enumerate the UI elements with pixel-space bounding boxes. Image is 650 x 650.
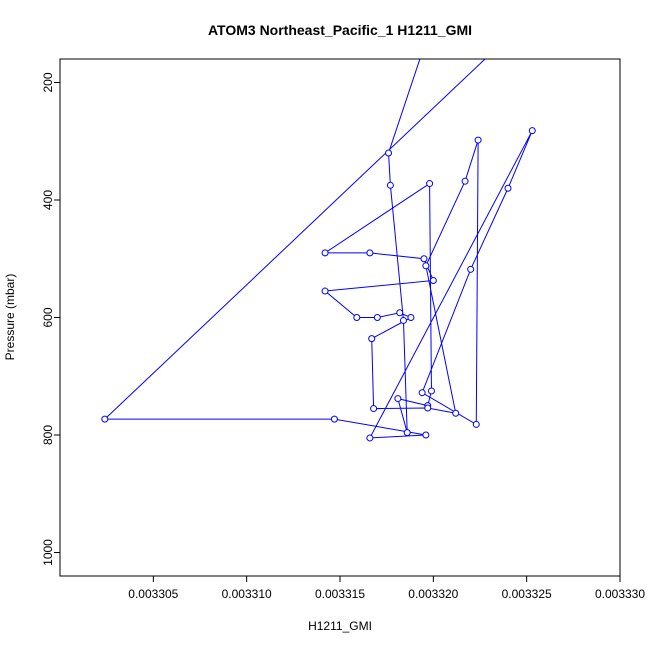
data-point <box>396 309 404 317</box>
data-point <box>399 316 407 324</box>
series-group <box>101 59 536 442</box>
x-tick-label: 0.003325 <box>502 587 552 601</box>
data-point <box>394 395 402 403</box>
y-tick-label: 1000 <box>41 539 55 566</box>
data-point <box>452 409 460 417</box>
data-point <box>424 404 432 412</box>
data-point <box>427 387 435 395</box>
data-point <box>461 177 469 185</box>
data-point <box>386 181 394 189</box>
data-point <box>407 314 415 321</box>
data-point <box>426 180 434 188</box>
data-point <box>422 262 430 270</box>
data-point <box>474 136 482 144</box>
y-axis-label: Pressure (mbar) <box>3 274 17 361</box>
data-point <box>418 389 426 397</box>
x-tick-label: 0.003305 <box>128 587 178 601</box>
data-point <box>467 265 475 273</box>
data-point <box>101 415 109 423</box>
x-tick-label: 0.003310 <box>222 587 272 601</box>
data-point <box>321 287 329 295</box>
data-point <box>366 434 374 442</box>
y-tick-label: 600 <box>41 307 55 327</box>
data-point <box>472 420 480 428</box>
x-tick-label: 0.003330 <box>595 587 645 601</box>
data-point <box>403 429 411 437</box>
data-point <box>366 249 374 257</box>
data-point <box>368 335 376 343</box>
data-point <box>385 149 393 157</box>
data-point <box>353 314 361 321</box>
x-axis-label: H1211_GMI <box>308 619 372 633</box>
data-point <box>420 255 428 263</box>
data-point <box>429 276 437 284</box>
data-point <box>373 314 381 321</box>
x-axis: 0.003305 0.003310 0.003315 0.003320 0.003325… <box>128 576 645 601</box>
plot-area <box>101 59 536 442</box>
y-tick-label: 400 <box>41 190 55 210</box>
chart-title: ATOM3 Northeast_Pacific_1 H1211_GMI <box>208 22 472 38</box>
plot-frame <box>59 58 621 577</box>
x-tick-label: 0.003315 <box>315 587 365 601</box>
data-point <box>370 405 378 413</box>
x-tick-label: 0.003320 <box>408 587 458 601</box>
y-tick-label: 800 <box>41 425 55 445</box>
data-point <box>321 249 329 257</box>
data-point <box>504 184 512 192</box>
data-point <box>528 127 536 135</box>
data-point <box>422 431 430 439</box>
y-axis: 200 400 600 800 1000 <box>41 72 60 566</box>
y-tick-label: 200 <box>41 72 55 92</box>
data-point <box>330 415 338 423</box>
